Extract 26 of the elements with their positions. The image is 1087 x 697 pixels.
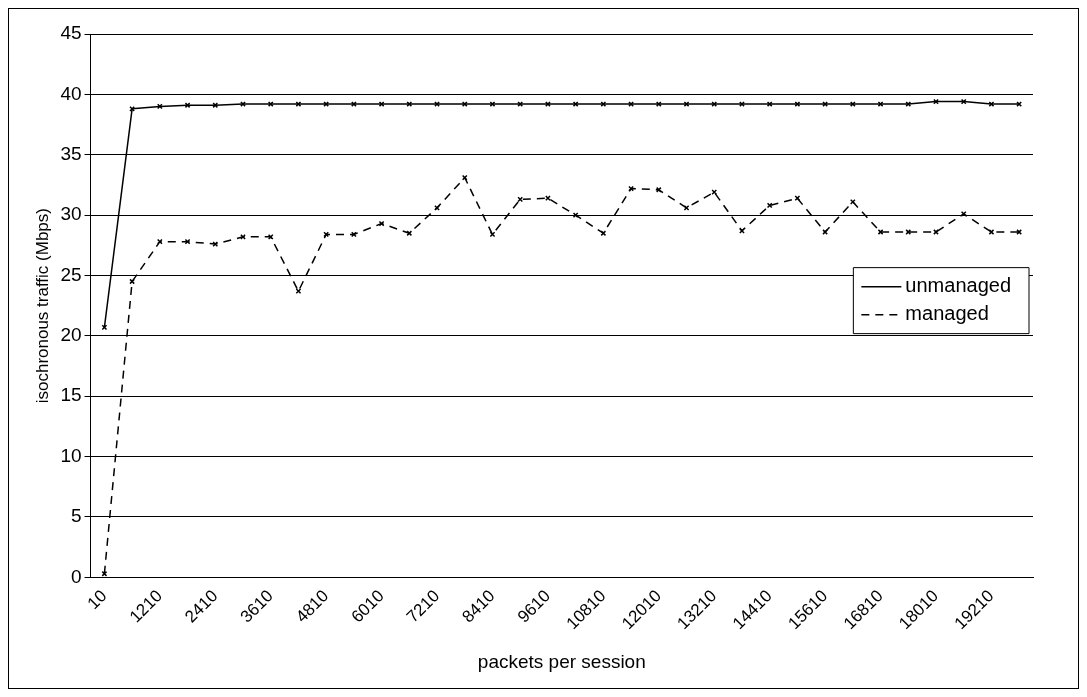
y-tick-label: 10 [60, 444, 82, 466]
y-axis-title: isochronous traffic (Mbps) [32, 208, 52, 404]
y-tick-label: 0 [70, 565, 82, 587]
x-axis-title: packets per session [477, 650, 646, 672]
point [212, 102, 219, 109]
y-tick-label: 35 [60, 142, 82, 164]
y-tick-label: 25 [60, 263, 82, 285]
point [434, 101, 440, 107]
point [240, 101, 246, 107]
legend-label: managed [905, 302, 989, 325]
point [711, 189, 718, 196]
point [489, 231, 496, 238]
point [378, 220, 385, 227]
legend-label: unmanaged [905, 274, 1012, 297]
point [628, 101, 634, 107]
y-tick-label: 30 [60, 203, 82, 225]
point [739, 101, 745, 107]
y-tick-label: 20 [60, 324, 82, 346]
y-tick-label: 45 [60, 22, 82, 44]
y-tick-label: 15 [60, 384, 82, 406]
point [933, 229, 939, 235]
point [849, 198, 856, 205]
y-tick-label: 5 [70, 505, 82, 527]
point [129, 105, 135, 112]
point [655, 186, 662, 193]
y-tick-label: 40 [60, 82, 82, 104]
